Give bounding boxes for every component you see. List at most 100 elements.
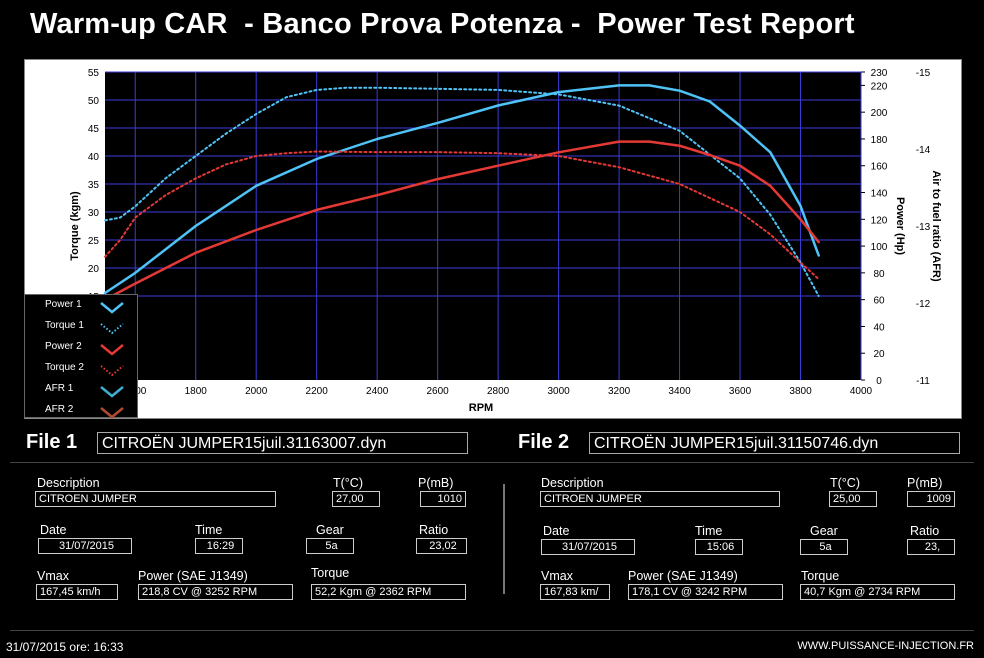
y-right-tick-label: 100 [871,242,888,253]
y-tick-label: 25 [88,236,100,247]
y-afr-tick-label: -15 [916,68,931,79]
y-axis-label-afr: Air to fuel ratio (AFR) [930,170,942,282]
y-tick-label: 40 [88,152,100,163]
legend-item: AFR 2 [25,401,137,421]
y-axis-label-right: Power (Hp) [894,197,906,255]
y-tick-label: 50 [88,96,100,107]
file2-gear-label: Gear [810,524,838,538]
legend-swatch [100,365,124,377]
panel-divider [503,484,505,594]
file1-ratio-label: Ratio [419,523,449,537]
file1-vmax-label: Vmax [37,569,69,583]
x-tick-label: 3600 [729,386,752,397]
file1-date-field: 31/07/2015 [38,538,132,554]
x-tick-label: 2600 [427,386,450,397]
series-power-2 [103,140,820,301]
file1-gear-label: Gear [316,523,344,537]
y-axis-label-left: Torque (kgm) [69,191,81,261]
file1-filename: CITROËN JUMPER15juil.31163007.dyn [97,432,468,454]
file2-power-label: Power (SAE J1349) [628,569,738,583]
file2-temp-field: 25,00 [829,491,877,507]
y-tick-label: 20 [88,264,100,275]
file2-pressure-field: 1009 [907,491,955,507]
file1-pressure-label: P(mB) [418,476,454,490]
x-tick-label: 3800 [789,386,812,397]
y-right-tick-label: 80 [873,269,885,280]
x-tick-label: 2800 [487,386,510,397]
legend-label: Power 1 [45,299,82,310]
y-tick-label: 45 [88,124,100,135]
x-tick-label: 3200 [608,386,631,397]
report-title: Warm-up CAR - Banco Prova Potenza - Powe… [30,8,855,40]
file2-filename: CITROËN JUMPER15juil.31150746.dyn [589,432,960,454]
file1-ratio-field: 23,02 [416,538,467,554]
y-tick-label: 35 [88,180,100,191]
file2-time-field: 15:06 [695,539,743,555]
file2-ratio-field: 23, [907,539,955,555]
footer-datetime: 31/07/2015 ore: 16:33 [6,640,124,654]
file2-vmax-label: Vmax [541,569,573,583]
x-tick-label: 1800 [185,386,208,397]
file1-time-field: 16:29 [195,538,243,554]
x-tick-label: 3000 [547,386,570,397]
legend-label: Power 2 [45,341,82,352]
file2-label: File 2 [518,431,570,453]
legend-swatch [100,386,124,398]
legend-swatch [100,407,124,419]
dyno-chart-svg: 1600180020002200240026002800300032003400… [25,60,961,418]
file1-temp-label: T(°C) [333,476,363,490]
file1-label: File 1 [26,431,78,453]
chart-legend: Power 1 Torque 1 Power 2 Torque 2 AFR 1 AFR 2 [24,294,138,421]
y-tick-label: 30 [88,208,100,219]
file2-date-field: 31/07/2015 [541,539,635,555]
legend-item: Torque 2 [25,359,137,379]
legend-swatch [100,344,124,356]
file1-description-field: CITROEN JUMPER [35,491,276,507]
file1-description-label: Description [37,476,100,490]
x-tick-label: 2000 [245,386,268,397]
file2-vmax-field: 167,83 km/ [540,584,610,600]
y-right-tick-label: 120 [871,215,888,226]
footer-website: WWW.PUISSANCE-INJECTION.FR [797,640,974,652]
y-right-tick-label: 20 [873,349,885,360]
dyno-chart: 1600180020002200240026002800300032003400… [24,59,962,419]
y-afr-tick-label: -12 [916,299,931,310]
legend-swatch [100,323,124,335]
x-tick-label: 3400 [668,386,691,397]
legend-item: Torque 1 [25,317,137,337]
x-tick-label: 4000 [850,386,873,397]
legend-swatch [100,302,124,314]
file2-ratio-label: Ratio [910,524,940,538]
file1-vmax-field: 167,45 km/h [36,584,118,600]
legend-label: Torque 1 [45,320,84,331]
legend-item: Power 2 [25,338,137,358]
y-afr-tick-label: -11 [916,376,930,387]
y-right-tick-label: 160 [871,162,888,173]
x-tick-label: 2200 [306,386,329,397]
y-right-tick-label: 230 [871,68,888,79]
y-tick-label: 55 [88,68,100,79]
y-right-tick-label: 180 [871,135,888,146]
y-right-tick-label: 140 [871,189,888,200]
file1-temp-field: 27,00 [332,491,380,507]
file2-gear-field: 5a [800,539,848,555]
file2-date-label: Date [543,524,570,538]
plot-area [105,72,861,380]
file1-torque-label: Torque [311,566,350,580]
file1-torque-field: 52,2 Kgm @ 2362 RPM [311,584,466,600]
file2-pressure-label: P(mB) [907,476,943,490]
legend-label: AFR 1 [45,383,74,394]
file2-description-label: Description [541,476,604,490]
y-right-tick-label: 200 [871,108,888,119]
file1-date-label: Date [40,523,67,537]
file1-pressure-field: 1010 [420,491,466,507]
x-axis-label: RPM [469,402,493,414]
legend-item: AFR 1 [25,380,137,400]
series-power-1 [103,84,820,295]
series-torque-2 [104,150,820,281]
file1-power-label: Power (SAE J1349) [138,569,248,583]
file1-power-field: 218,8 CV @ 3252 RPM [138,584,293,600]
file2-power-field: 178,1 CV @ 3242 RPM [628,584,783,600]
file2-temp-label: T(°C) [830,476,860,490]
legend-item: Power 1 [25,296,137,316]
